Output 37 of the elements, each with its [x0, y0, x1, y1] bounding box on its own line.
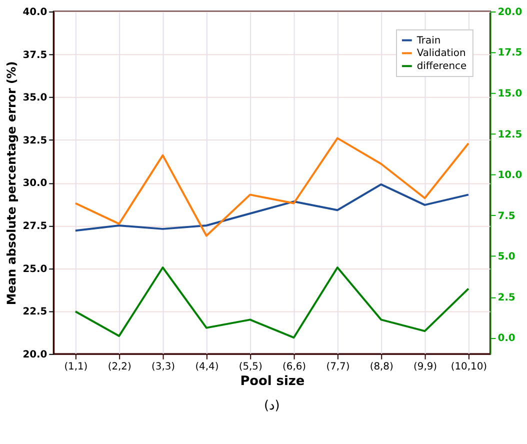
x-tick-label: (5,5) [238, 361, 262, 372]
y-tick-label: 32.5 [22, 135, 48, 146]
y2-tick-label: 2.5 [498, 292, 516, 304]
x-tick-label: (6,6) [282, 361, 306, 372]
y-tick-label: 22.5 [22, 306, 48, 318]
y2-tick-label: 17.5 [498, 48, 522, 59]
y-tick-label: 37.5 [22, 50, 48, 61]
y2-tick-label: 10.0 [498, 170, 522, 182]
y-tick-label: 40.0 [22, 6, 48, 18]
text: (د) [264, 398, 280, 414]
x-tick-label: (10,10) [450, 361, 488, 372]
y2-tick-label: 12.5 [498, 129, 522, 140]
legend-label: Validation [416, 48, 466, 60]
y-tick-label: 27.5 [22, 220, 48, 232]
x-tick-label: (2,2) [108, 361, 132, 372]
y-tick-label: 20.0 [22, 349, 48, 360]
line-series [74, 183, 470, 232]
y2-tick-label: 5.0 [498, 252, 516, 263]
x-tick-label: (9,9) [414, 361, 438, 372]
x-axis-title: Pool size [240, 374, 305, 390]
line-series [74, 266, 470, 339]
y2-tick-label: 15.0 [498, 88, 522, 100]
x-tick-label: (7,7) [326, 361, 350, 372]
y2-tick-label: 7.5 [498, 210, 516, 222]
x-tick-label: (1,1) [64, 361, 88, 372]
y2-tick-label: 20.0 [498, 6, 522, 18]
y-axis-title: Mean absolute percentage error (%) [4, 61, 19, 306]
legend-label: Train [416, 35, 441, 46]
y-tick-label: 35.0 [22, 92, 48, 104]
y2-tick-label: 0.0 [498, 333, 516, 344]
x-tick-label: (3,3) [152, 361, 176, 372]
line-series [74, 137, 470, 237]
y-tick-label: 25.0 [22, 264, 48, 275]
x-tick-label: (8,8) [370, 361, 394, 372]
legend-label: difference [416, 61, 467, 72]
y-tick-label: 30.0 [22, 178, 48, 190]
x-tick-label: (4,4) [195, 361, 219, 372]
